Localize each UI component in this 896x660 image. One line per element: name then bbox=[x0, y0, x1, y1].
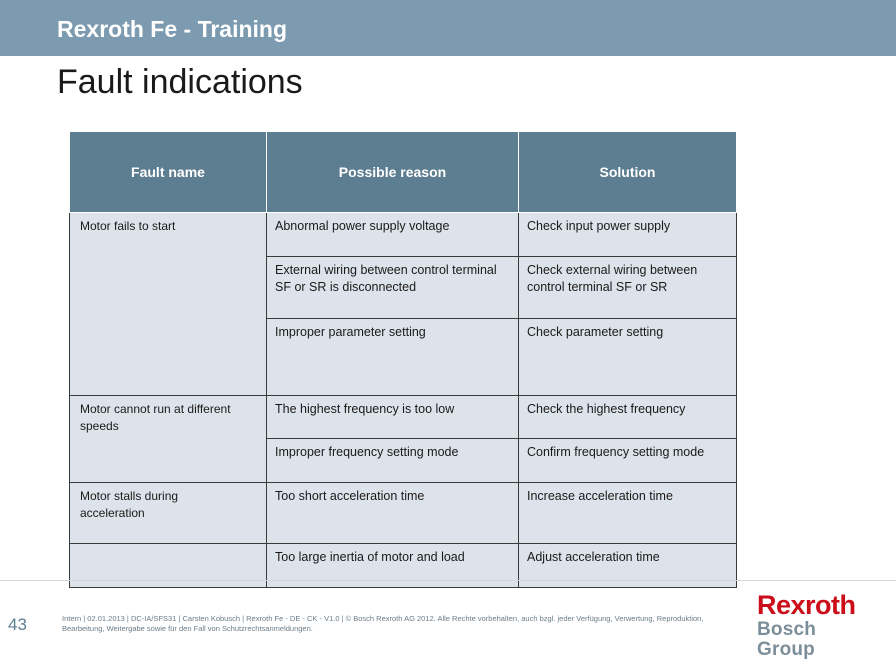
table-row: Motor stalls during acceleration Too sho… bbox=[69, 482, 737, 544]
column-header-solution: Solution bbox=[518, 131, 737, 213]
fault-name-cell: Motor cannot run at different speeds bbox=[69, 395, 267, 483]
table-row: Improper parameter setting Check paramet… bbox=[70, 318, 737, 396]
slide-title: Fault indications bbox=[57, 63, 303, 101]
reason-cell: External wiring between control terminal… bbox=[266, 256, 519, 319]
logo-rexroth-text: Rexroth bbox=[757, 590, 856, 620]
page-number: 43 bbox=[8, 615, 27, 634]
reason-cell: Improper frequency setting mode bbox=[266, 438, 519, 483]
footer-legal-text: Intern | 02.01.2013 | DC-IA/SFS31 | Cars… bbox=[62, 614, 704, 633]
header-bar: Rexroth Fe - Training bbox=[0, 0, 896, 56]
solution-cell: Confirm frequency setting mode bbox=[518, 438, 737, 483]
column-header-fault-name: Fault name bbox=[69, 131, 267, 213]
solution-cell: Check external wiring between control te… bbox=[518, 256, 737, 319]
reason-cell: Too short acceleration time bbox=[266, 482, 519, 544]
table-row: External wiring between control terminal… bbox=[70, 256, 737, 319]
solution-cell: Check parameter setting bbox=[518, 318, 737, 396]
solution-cell: Increase acceleration time bbox=[518, 482, 737, 544]
footer-divider bbox=[0, 580, 896, 581]
fault-name-cell: Motor stalls during acceleration bbox=[69, 482, 267, 544]
table-header-row: Fault name Possible reason Solution bbox=[69, 131, 737, 213]
reason-cell: Improper parameter setting bbox=[266, 318, 519, 396]
table-row: Motor fails to start Abnormal power supp… bbox=[69, 212, 737, 396]
table-row: Improper frequency setting mode Confirm … bbox=[70, 438, 737, 483]
reason-cell: The highest frequency is too low bbox=[266, 395, 519, 439]
fault-table: Fault name Possible reason Solution Moto… bbox=[69, 131, 737, 588]
solution-cell: Check the highest frequency bbox=[518, 395, 737, 439]
column-header-possible-reason: Possible reason bbox=[266, 131, 519, 213]
fault-name-cell: Motor fails to start bbox=[69, 212, 267, 396]
reason-cell: Abnormal power supply voltage bbox=[266, 212, 519, 257]
brand-title: Rexroth Fe - Training bbox=[57, 16, 288, 42]
logo-bosch-group-text: Bosch Group bbox=[757, 619, 817, 660]
solution-cell: Check input power supply bbox=[518, 212, 737, 257]
rexroth-bosch-logo: Rexroth Bosch Group bbox=[757, 590, 877, 660]
table-row: Motor cannot run at different speeds The… bbox=[69, 395, 737, 483]
